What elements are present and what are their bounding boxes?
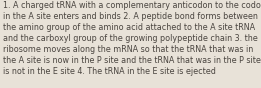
Text: 1. A charged tRNA with a complementary anticodon to the codon
in the A site ente: 1. A charged tRNA with a complementary a… [3, 1, 261, 76]
